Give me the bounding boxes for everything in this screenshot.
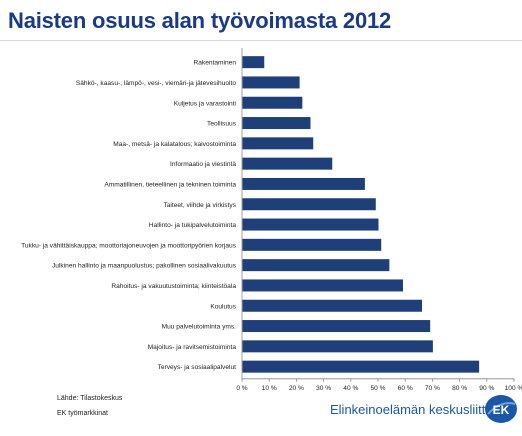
bar bbox=[242, 279, 403, 292]
logo-text: Elinkeinoelämän keskusliitto bbox=[330, 402, 493, 417]
bar bbox=[242, 157, 333, 170]
category-label: Ammatillinen, tieteellinen ja tekninen t… bbox=[104, 181, 236, 188]
bar bbox=[242, 320, 431, 333]
x-tick-label: 80 % bbox=[452, 385, 467, 392]
chart-frame bbox=[0, 40, 522, 397]
category-label: Sähkö-, kaasu-, lämpö-, vesi-, viemäri-j… bbox=[76, 80, 236, 87]
bar bbox=[242, 360, 480, 373]
x-tick-label: 10 % bbox=[262, 385, 277, 392]
category-label: Maa-, metsä- ja kalatalous; kaivostoimin… bbox=[113, 141, 236, 148]
bar bbox=[242, 340, 433, 353]
x-tick-label: 100 % bbox=[505, 385, 522, 392]
bar bbox=[242, 238, 382, 251]
bar bbox=[242, 218, 379, 231]
category-label: Majoitus- ja ravitsemistoiminta bbox=[148, 344, 237, 351]
bar bbox=[242, 198, 376, 211]
x-tick-label: 20 % bbox=[289, 385, 304, 392]
x-tick-label: 0 % bbox=[236, 385, 247, 392]
category-label: Koulutus bbox=[210, 303, 236, 310]
category-label: Julkinen hallinto ja maanpuolustus; pako… bbox=[52, 263, 237, 270]
x-tick-label: 70 % bbox=[425, 385, 440, 392]
category-label: Tukku- ja vähittäiskauppa; moottoriajone… bbox=[21, 242, 237, 249]
category-label: Rakentaminen bbox=[193, 60, 236, 67]
logo-badge-text: EK bbox=[493, 403, 510, 417]
x-tick-label: 30 % bbox=[316, 385, 331, 392]
page-title: Naisten osuus alan työvoimasta 2012 bbox=[8, 8, 392, 33]
bar bbox=[242, 56, 265, 69]
x-tick-label: 40 % bbox=[343, 385, 358, 392]
ek-logo: Elinkeinoelämän keskusliitto EK bbox=[330, 392, 520, 432]
category-label: Hallinto- ja tukipalvelutoiminta bbox=[149, 222, 237, 229]
category-label: Muu palvelutoiminta yms. bbox=[162, 324, 237, 331]
bar bbox=[242, 299, 423, 312]
bar bbox=[242, 117, 311, 130]
source-label: Lähde: Tilastokeskus bbox=[57, 395, 123, 402]
bar bbox=[242, 96, 303, 109]
category-label: Informaatio ja viestintä bbox=[170, 161, 236, 168]
bar bbox=[242, 76, 300, 89]
publisher-label: EK työmarkkinat bbox=[57, 410, 108, 417]
x-tick-label: 50 % bbox=[370, 385, 385, 392]
ek-logo-icon: EK bbox=[485, 395, 517, 423]
x-tick-label: 90 % bbox=[479, 385, 494, 392]
bar bbox=[242, 259, 390, 272]
category-label: Taiteet, viihde ja virkistys bbox=[163, 202, 236, 209]
bar-chart: Rakentaminen Sähkö-, kaasu-, lämpö-, vesi… bbox=[21, 48, 522, 392]
x-tick-label: 60 % bbox=[398, 385, 413, 392]
category-label: Kuljetus ja varastointi bbox=[174, 100, 237, 107]
category-label: Teollisuus bbox=[207, 121, 237, 128]
category-label: Terveys- ja sosiaalipalvelut bbox=[158, 364, 237, 371]
bar bbox=[242, 177, 365, 190]
bar bbox=[242, 137, 314, 150]
category-label: Rahoitus- ja vakuutustoiminta; kiinteist… bbox=[111, 283, 236, 290]
